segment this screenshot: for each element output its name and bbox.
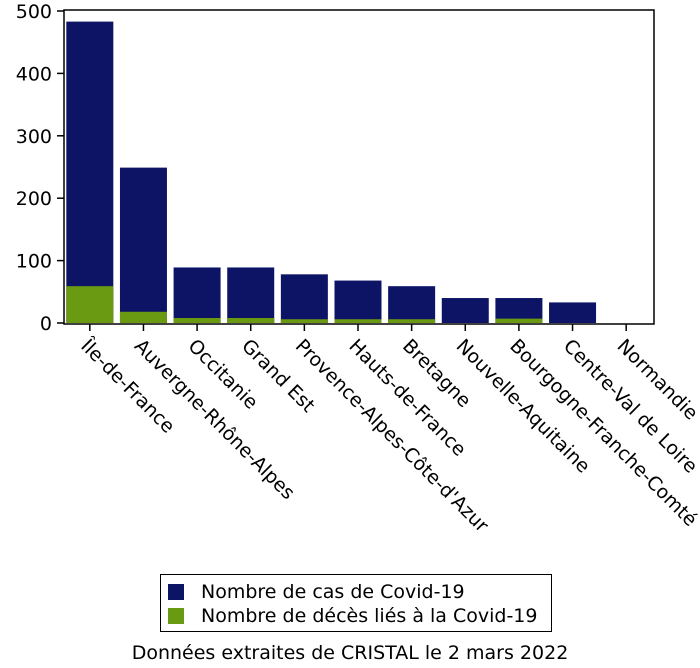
bar-cases-5 — [334, 280, 382, 323]
category-label: Île-de-France — [76, 334, 180, 438]
y-tick-label: 300 — [16, 126, 52, 148]
legend-label-deaths: Nombre de décès liés à la Covid-19 — [201, 605, 538, 627]
y-tick-label: 100 — [16, 251, 52, 273]
category-label: Provence-Alpes-Côte-d'Azur — [291, 335, 493, 537]
bar-deaths-5 — [334, 319, 382, 323]
plot-frame — [63, 9, 655, 325]
bar-deaths-3 — [227, 318, 275, 323]
y-tick-label: 400 — [16, 63, 52, 85]
bar-cases-1 — [119, 167, 167, 323]
bar-deaths-6 — [388, 319, 436, 323]
bar-cases-3 — [227, 267, 275, 323]
legend-item-cases: Nombre de cas de Covid-19 — [168, 580, 465, 604]
bar-cases-0 — [66, 21, 114, 323]
bar-chart: 0 100 200 300 400 500 Île-de-FranceAuvergne-R… — [16, 1, 700, 537]
y-tick-label: 200 — [16, 188, 52, 210]
chart-caption: Données extraites de CRISTAL le 2 mars 2… — [131, 642, 569, 664]
legend-swatch-cases — [168, 584, 184, 600]
x-axis-labels: Île-de-FranceAuvergne-Rhône-AlpesOccitan… — [76, 324, 700, 537]
bar-cases-6 — [388, 286, 436, 323]
legend-item-deaths: Nombre de décès liés à la Covid-19 — [168, 604, 537, 628]
bar-deaths-8 — [495, 318, 543, 323]
bar-deaths-2 — [173, 318, 221, 323]
bar-deaths-1 — [119, 311, 167, 323]
bar-cases-9 — [549, 302, 597, 323]
bar-deaths-0 — [66, 286, 114, 323]
y-tick-label: 0 — [40, 313, 52, 335]
legend-swatch-deaths — [168, 608, 184, 624]
bar-cases-4 — [280, 274, 328, 323]
legend: Nombre de cas de Covid-19 Nombre de décè… — [160, 574, 552, 632]
y-tick-label: 500 — [16, 1, 52, 23]
legend-label-cases: Nombre de cas de Covid-19 — [201, 581, 465, 603]
bar-deaths-4 — [280, 319, 328, 323]
bar-cases-2 — [173, 267, 221, 323]
y-axis: 0 100 200 300 400 500 — [16, 1, 64, 335]
bar-cases-7 — [441, 298, 489, 323]
bars — [66, 21, 597, 323]
